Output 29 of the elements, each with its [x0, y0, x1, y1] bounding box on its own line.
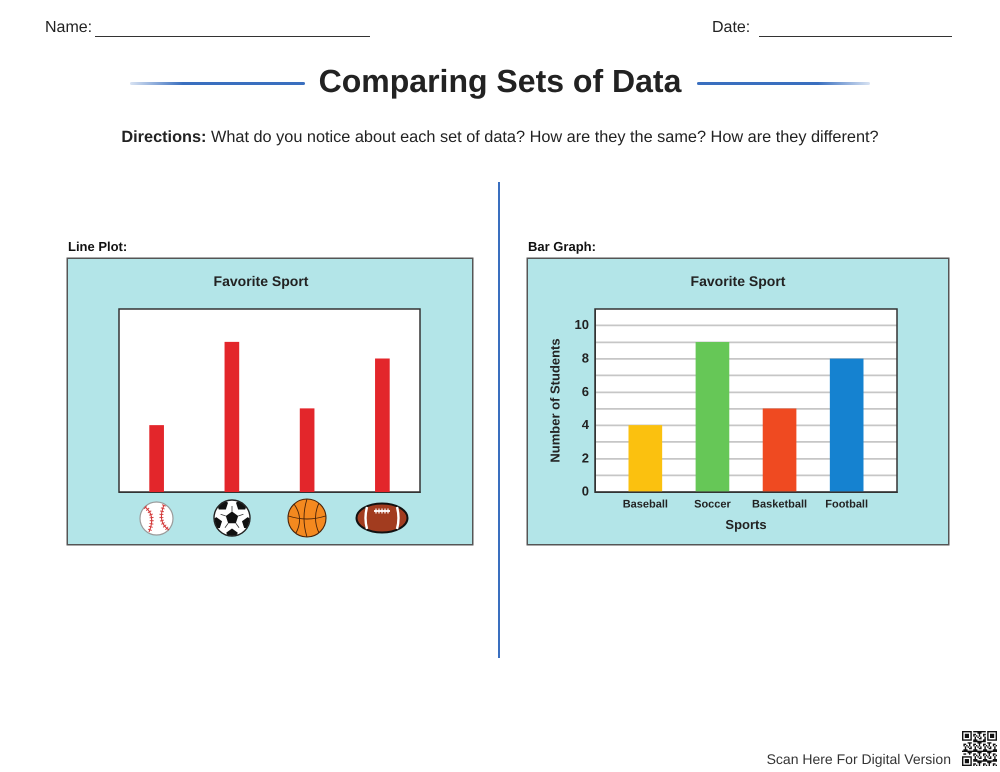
bar	[149, 425, 164, 492]
y-axis-title: Number of Students	[547, 338, 562, 463]
chart-title: Favorite Sport	[214, 273, 308, 289]
x-tick-label: Football	[825, 498, 868, 511]
bar	[375, 358, 390, 492]
bar	[696, 342, 730, 492]
text: Bar Graph:	[528, 239, 596, 254]
bar	[224, 342, 240, 492]
x-tick-label: Baseball	[622, 498, 668, 511]
y-tick-label: 10	[574, 317, 589, 332]
bar	[628, 425, 662, 492]
bar	[830, 358, 864, 492]
x-tick-label: Soccer	[694, 498, 732, 511]
text: Date:	[712, 19, 750, 36]
text: Scan Here For Digital Version	[766, 751, 951, 767]
y-tick-label: 2	[582, 450, 589, 466]
y-tick-label: 4	[582, 417, 590, 432]
y-tick-label: 6	[582, 384, 589, 399]
bar	[762, 408, 796, 492]
text: Line Plot:	[68, 239, 128, 254]
text: Name:	[45, 19, 92, 36]
y-tick-label: 8	[582, 350, 589, 366]
x-axis-title: Sports	[725, 516, 767, 532]
text: Comparing Sets of Data	[318, 63, 682, 99]
y-tick-label: 0	[582, 484, 589, 499]
text: Directions: What do you notice about each set of data? How are they the same? How are they different?	[121, 128, 879, 146]
x-tick-label: Basketball	[752, 498, 808, 511]
chart-title: Favorite Sport	[690, 273, 786, 289]
bar	[300, 408, 314, 492]
